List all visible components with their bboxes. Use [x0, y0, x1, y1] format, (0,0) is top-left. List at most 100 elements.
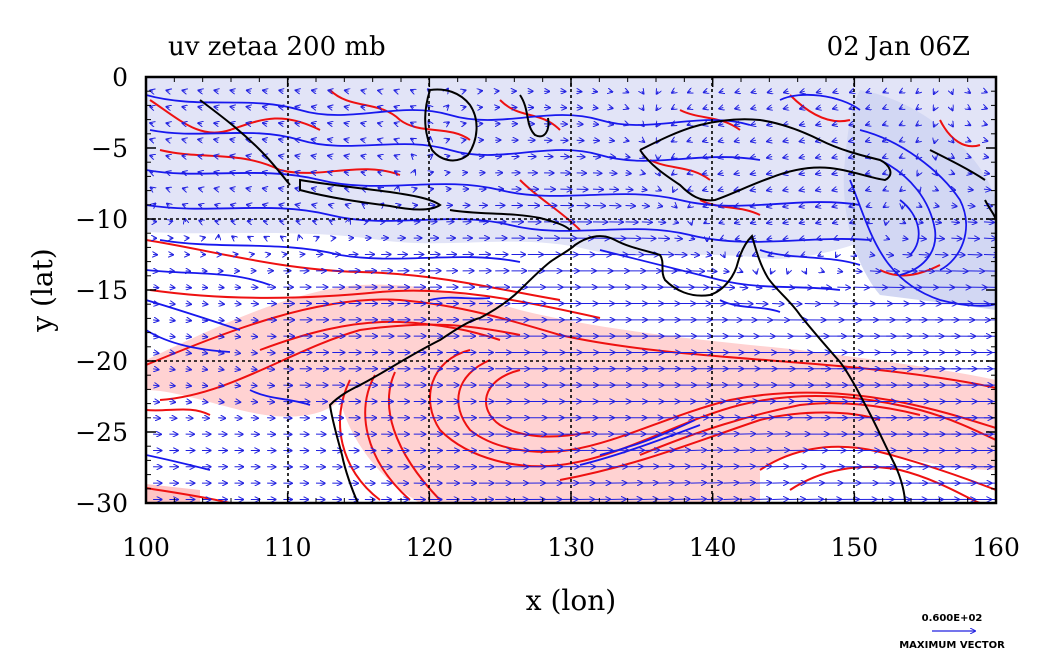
wind-vector — [951, 173, 954, 174]
wind-vector — [218, 369, 223, 370]
wind-vector — [626, 173, 631, 174]
wind-vector — [169, 369, 174, 370]
wind-vector — [182, 90, 185, 91]
wind-vector — [735, 108, 739, 109]
wind-vector — [673, 189, 674, 192]
wind-vector — [688, 189, 691, 190]
wind-vector — [691, 238, 695, 239]
wind-vector — [883, 91, 886, 92]
x-tick-label: 130 — [547, 533, 595, 562]
wind-vector — [592, 140, 599, 141]
wind-vector — [182, 139, 185, 140]
wind-vector — [361, 90, 364, 91]
wind-vector — [870, 255, 874, 256]
wind-vector — [365, 221, 368, 222]
wind-vector — [934, 91, 935, 94]
wind-vector — [984, 124, 987, 125]
wind-vector — [247, 172, 251, 173]
wind-vector — [886, 238, 889, 239]
wind-vector — [232, 236, 234, 238]
wind-vector — [609, 157, 615, 158]
wind-vector — [951, 222, 958, 223]
wind-vector — [312, 205, 316, 206]
y-tick-label: −30 — [75, 489, 128, 518]
wind-vector — [736, 91, 740, 92]
wind-vector — [218, 352, 223, 353]
wind-vector — [166, 107, 169, 108]
wind-vector — [312, 139, 316, 140]
wind-vector — [183, 156, 186, 157]
wind-vector — [917, 157, 919, 159]
wind-vector — [916, 140, 918, 142]
wind-vector — [739, 287, 748, 288]
wind-vector — [198, 107, 202, 108]
wind-vector — [250, 352, 257, 353]
wind-vector — [984, 173, 989, 174]
wind-vector — [951, 189, 955, 190]
wind-vector — [230, 139, 234, 140]
wind-vector — [769, 255, 773, 256]
wind-vector — [199, 221, 202, 222]
wind-vector — [832, 173, 837, 174]
wind-vector — [169, 385, 174, 386]
coastlines — [199, 88, 996, 503]
wind-vector — [345, 172, 349, 173]
wind-vector — [279, 188, 283, 189]
wind-vector — [735, 189, 740, 190]
wind-vector — [736, 238, 740, 239]
wind-vector — [234, 385, 240, 386]
wind-vector — [802, 255, 805, 256]
wind-vector — [395, 171, 398, 173]
wind-vector — [411, 90, 414, 91]
wind-vector — [463, 123, 466, 124]
wind-vector — [313, 221, 316, 222]
wind-vector — [919, 222, 923, 223]
wind-vector — [295, 156, 299, 157]
wind-vector — [752, 91, 756, 92]
wind-vector — [934, 108, 935, 111]
wind-vector — [234, 352, 240, 353]
wind-vector — [866, 189, 870, 190]
wind-vector — [414, 170, 415, 173]
wind-vector — [935, 157, 936, 160]
wind-vector — [250, 385, 257, 386]
wind-vector — [869, 271, 880, 272]
wind-vector — [263, 188, 267, 189]
wind-vector — [626, 91, 629, 92]
wind-vector — [821, 271, 824, 272]
wind-vector — [267, 352, 275, 353]
wind-vector — [263, 139, 267, 140]
wind-vector — [918, 238, 926, 239]
wind-vector — [719, 124, 723, 125]
wind-vector — [215, 188, 219, 189]
wind-vector — [202, 369, 207, 370]
wind-vector — [345, 156, 349, 157]
wind-vector — [703, 157, 707, 158]
wind-vector — [983, 222, 994, 223]
wind-vector — [625, 206, 635, 207]
wind-vector — [783, 140, 788, 141]
wind-vector — [232, 221, 235, 222]
wind-vector — [703, 140, 707, 141]
borneo-coastline — [424, 88, 478, 162]
wind-vector — [800, 108, 805, 109]
wind-vector — [182, 123, 185, 124]
wind-vector — [886, 255, 893, 256]
wind-vector — [967, 206, 975, 207]
wind-vector — [199, 172, 202, 173]
wind-vector — [295, 188, 299, 189]
wind-vector — [279, 205, 283, 206]
wind-vector — [214, 123, 218, 124]
wind-vector — [150, 139, 153, 140]
wind-vector — [687, 157, 690, 158]
wind-vector — [346, 205, 349, 206]
wind-vector — [166, 90, 169, 91]
y-tick-label: −25 — [75, 418, 128, 447]
wind-vector — [657, 91, 658, 94]
wind-vector — [968, 124, 971, 125]
wind-vector — [656, 108, 658, 110]
wind-vector — [231, 188, 235, 189]
wind-vector — [672, 157, 675, 159]
wind-vector — [183, 204, 186, 205]
